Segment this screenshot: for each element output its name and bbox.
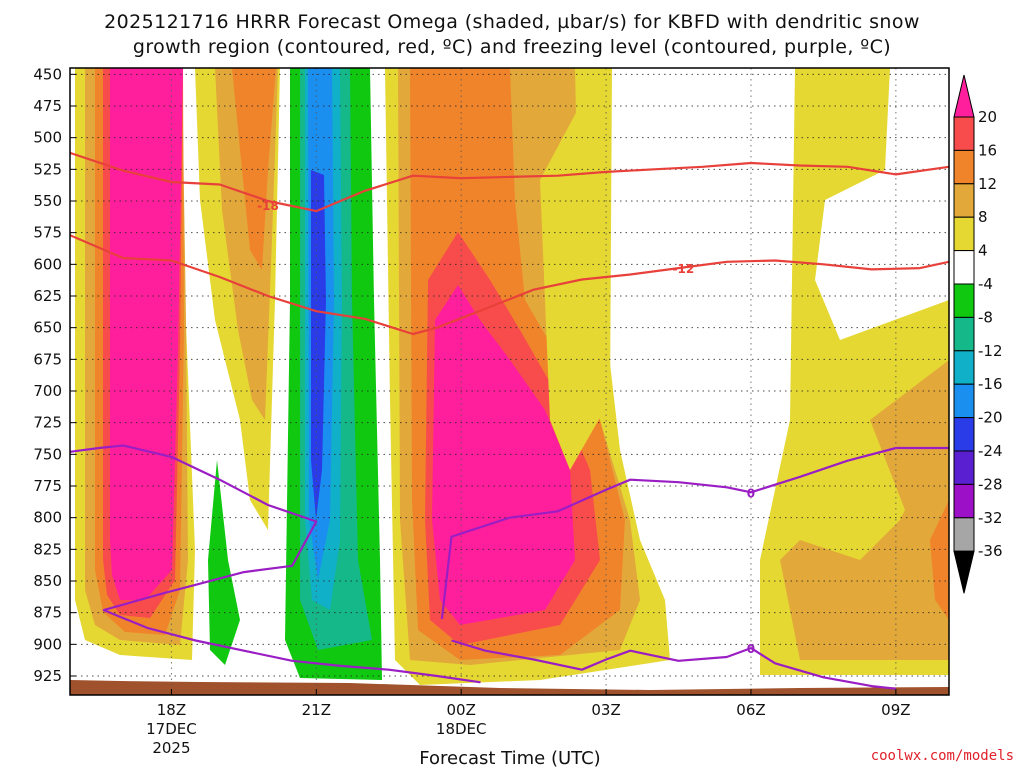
colorbar-label-5: -4 — [978, 275, 993, 293]
y-tick-label-800: 800 — [33, 509, 62, 527]
y-tick-label-875: 875 — [33, 604, 62, 622]
x-tick-label-06Z: 06Z — [736, 701, 765, 719]
y-tick-label-700: 700 — [33, 382, 62, 400]
colorbar-swatch-3 — [953, 216, 975, 252]
x-axis-label: Forecast Time (UTC) — [419, 748, 600, 768]
y-tick-label-525: 525 — [33, 160, 62, 178]
x-tick-label-21Z: 21Z — [302, 701, 331, 719]
x-tick-label-18Z: 18Z — [157, 701, 186, 719]
colorbar-label-9: -20 — [978, 409, 1003, 427]
colorbar-swatch-1 — [953, 149, 975, 185]
contour-label-4: 0 — [747, 642, 755, 656]
colorbar-swatch-8 — [953, 383, 975, 419]
colorbar-label-10: -24 — [978, 442, 1003, 460]
colorbar-swatch-6 — [953, 316, 975, 352]
colorbar-swatch-5 — [953, 283, 975, 318]
colorbar-label-8: -16 — [978, 375, 1003, 393]
colorbar-swatch-7 — [953, 350, 975, 385]
omega-shading — [70, 68, 949, 695]
colorbar-swatch-9 — [953, 417, 975, 452]
colorbar-arrow-top — [953, 74, 975, 118]
omega-center-core — [432, 285, 575, 625]
contour-layer: -18 -12 0 0 — [70, 151, 949, 690]
y-tick-label-600: 600 — [33, 255, 62, 273]
colorbar-swatch-11 — [953, 483, 975, 519]
omega-tail-4 — [540, 68, 612, 470]
contour-label-0: -18 — [257, 199, 279, 213]
colorbar-label-2: 12 — [978, 175, 997, 193]
x-tick-label-00Z: 00Z — [447, 701, 476, 719]
colorbar-arrow-bottom — [953, 550, 975, 594]
y-tick-label-925: 925 — [33, 667, 62, 685]
colorbar-label-13: -36 — [978, 542, 1003, 560]
omega-right-8 — [780, 420, 949, 660]
y-tick-label-475: 475 — [33, 97, 62, 115]
colorbar-label-11: -28 — [978, 475, 1003, 493]
chart-title-line2: growth region (contoured, red, ºC) and f… — [133, 36, 891, 58]
terrain-strip — [70, 680, 949, 695]
credit-text: coolwx.com/models — [871, 748, 1014, 764]
contour-label-3: 0 — [747, 486, 755, 500]
y-tick-label-900: 900 — [33, 635, 62, 653]
y-tick-label-650: 650 — [33, 319, 62, 337]
omega-left-core — [110, 68, 183, 600]
y-tick-label-550: 550 — [33, 192, 62, 210]
x-tick-date-18DEC: 18DEC — [436, 720, 487, 738]
colorbar-swatch-0 — [953, 116, 975, 151]
omega-sliver-12 — [232, 68, 276, 270]
y-tick-label-675: 675 — [33, 350, 62, 368]
x-tick-date-17DEC: 17DEC — [146, 720, 197, 738]
colorbar-label-3: 8 — [978, 208, 988, 226]
y-tick-label-625: 625 — [33, 287, 62, 305]
contour-line-1 — [70, 234, 949, 336]
y-tick-label-575: 575 — [33, 224, 62, 242]
colorbar-label-12: -32 — [978, 509, 1003, 527]
y-tick-label-450: 450 — [33, 65, 62, 83]
contour-line-3 — [440, 446, 949, 620]
y-tick-label-725: 725 — [33, 414, 62, 432]
colorbar-swatch-2 — [953, 183, 975, 218]
y-axis: 450 475 500 525 550 575 600 625 650 675 700 725 750 7… — [33, 65, 76, 685]
contour-line-0 — [70, 151, 949, 213]
colorbar-label-7: -12 — [978, 342, 1003, 360]
x-tick-label-03Z: 03Z — [591, 701, 620, 719]
chart-title-line1: 2025121716 HRRR Forecast Omega (shaded, … — [104, 11, 920, 33]
plot-frame — [69, 67, 950, 696]
colorbar-swatch-4 — [953, 250, 975, 285]
y-tick-label-750: 750 — [33, 445, 62, 463]
y-tick-label-825: 825 — [33, 540, 62, 558]
omega-right-8b — [870, 360, 949, 560]
colorbar: 20 16 12 8 4 -4 -8 -12 -16 -20 -24 -28 -32 -36 — [953, 74, 1003, 594]
colorbar-label-1: 16 — [978, 141, 997, 159]
contour-line-4 — [451, 639, 897, 690]
y-tick-label-500: 500 — [33, 129, 62, 147]
colorbar-label-6: -8 — [978, 308, 993, 326]
omega-small-downdraft — [208, 460, 240, 665]
omega-downdraft-20 — [311, 170, 326, 520]
y-tick-label-775: 775 — [33, 477, 62, 495]
contour-label-1: -12 — [673, 262, 695, 276]
colorbar-swatch-12 — [953, 517, 975, 552]
colorbar-label-4: 4 — [978, 242, 988, 260]
colorbar-swatch-10 — [953, 450, 975, 485]
y-tick-label-850: 850 — [33, 572, 62, 590]
x-tick-label-09Z: 09Z — [881, 701, 910, 719]
colorbar-label-0: 20 — [978, 108, 997, 126]
omega-right-12 — [930, 500, 949, 620]
x-tick-year-2025: 2025 — [152, 739, 190, 757]
contour-line-2 — [70, 444, 481, 684]
